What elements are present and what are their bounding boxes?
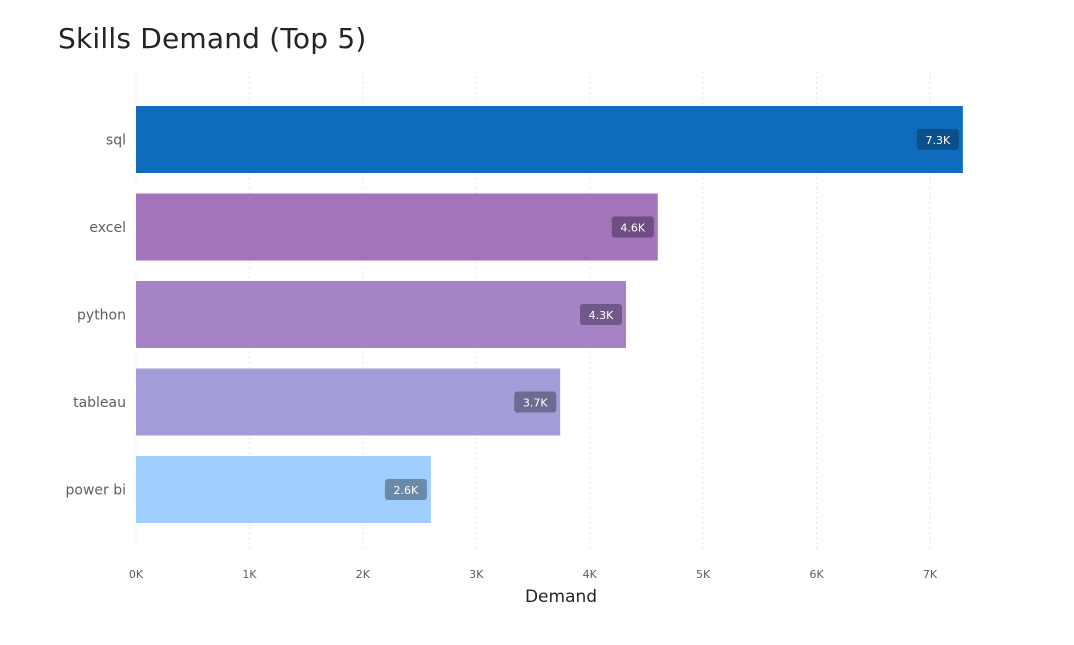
data-label: 2.6K <box>394 484 419 497</box>
category-label: excel <box>89 220 126 236</box>
data-label-background <box>580 304 623 325</box>
bars: 7.3K 4.6K 4.3K 3.7K 2.6K <box>136 106 963 523</box>
data-label: 3.7K <box>523 397 548 410</box>
x-tick-label: 1K <box>242 568 257 581</box>
bar-python[interactable] <box>136 281 627 348</box>
x-tick-label: 0K <box>129 568 144 581</box>
category-label: power bi <box>66 483 127 499</box>
data-label-background <box>611 216 654 238</box>
category-label: python <box>77 308 126 324</box>
data-label-background <box>916 129 959 150</box>
x-tick-label: 4K <box>583 568 598 581</box>
bar-excel[interactable] <box>136 193 658 261</box>
x-tick-label: 7K <box>923 568 938 581</box>
bar-power-bi[interactable] <box>136 456 431 523</box>
category-label: sql <box>106 133 126 149</box>
x-axis-title: Demand <box>525 587 597 607</box>
data-label-background <box>514 391 557 413</box>
chart-title: Skills Demand (Top 5) <box>58 22 367 55</box>
x-tick-label: 3K <box>469 568 484 581</box>
category-labels: sql excel python tableau power bi <box>66 133 127 499</box>
x-tick-labels: 0K 1K 2K 3K 4K 5K 6K 7K <box>129 568 938 581</box>
x-tick-label: 6K <box>809 568 824 581</box>
category-label: tableau <box>73 395 126 411</box>
bar-sql[interactable] <box>136 106 963 173</box>
data-label-background <box>384 479 427 500</box>
data-label: 4.3K <box>589 309 614 322</box>
bar-tableau[interactable] <box>136 368 561 436</box>
x-tick-label: 5K <box>696 568 711 581</box>
x-tick-label: 2K <box>356 568 371 581</box>
data-label: 7.3K <box>926 134 951 147</box>
data-label: 4.6K <box>620 222 645 235</box>
